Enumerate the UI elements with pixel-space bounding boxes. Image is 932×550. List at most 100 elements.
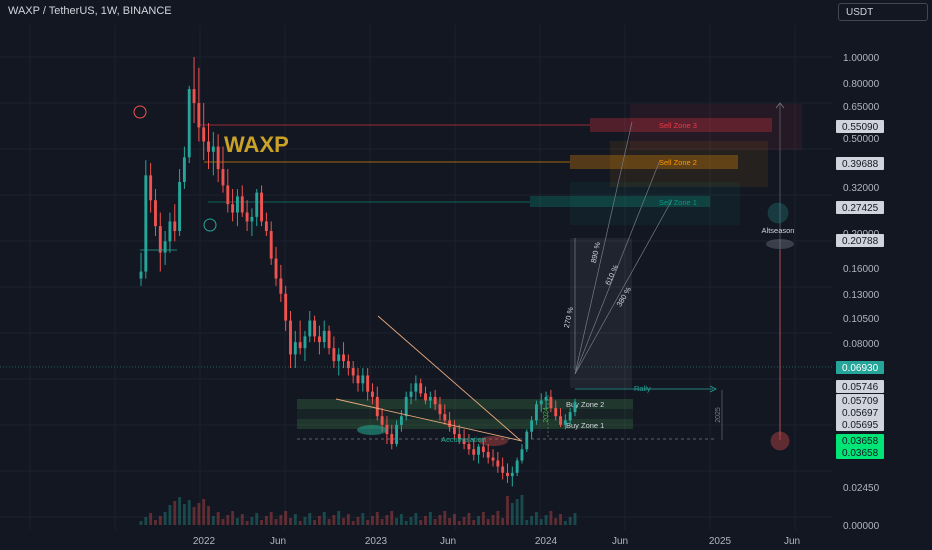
- volume-bar: [563, 521, 567, 525]
- buy-zone-2-box: [297, 399, 633, 409]
- candle-body: [139, 271, 143, 279]
- candle-body: [448, 420, 452, 428]
- price-tick-label: 0.13000: [843, 290, 880, 301]
- candle-body: [168, 221, 172, 242]
- bottom-circle-marker: [203, 218, 217, 232]
- marker-2024-label: 2024: [543, 407, 550, 423]
- volume-bar: [573, 513, 577, 525]
- candle-body: [216, 146, 220, 170]
- rally-label: Rally: [634, 384, 651, 393]
- candle-body: [424, 393, 427, 401]
- price-axis-bg: [832, 25, 932, 550]
- volume-bar: [510, 503, 514, 525]
- volume-bar: [221, 519, 225, 525]
- volume-bar: [332, 515, 336, 525]
- volume-bar: [462, 517, 466, 525]
- candle-body: [559, 416, 562, 425]
- candle-body: [308, 320, 312, 337]
- time-tick-label: Jun: [440, 536, 456, 547]
- candle-body: [554, 408, 558, 417]
- price-label-value: 0.39688: [842, 159, 879, 170]
- candle-body: [154, 200, 157, 227]
- volume-bar: [448, 518, 452, 525]
- time-tick-label: 2022: [193, 536, 216, 547]
- candle-body: [231, 204, 235, 213]
- volume-bar: [182, 504, 186, 525]
- volume-bar: [274, 519, 278, 525]
- volume-bar: [178, 497, 182, 525]
- volume-bar: [260, 520, 264, 525]
- candle-body: [414, 383, 418, 392]
- price-label-value: 0.06930: [842, 363, 879, 374]
- candle-body: [399, 416, 403, 425]
- target-pct-890-label: 890 %: [589, 241, 602, 264]
- candle-body: [433, 396, 437, 405]
- volume-bar: [240, 514, 244, 525]
- candle-body: [313, 320, 317, 337]
- volume-bar: [187, 500, 191, 525]
- accumulation-marker: [478, 436, 508, 446]
- volume-bar: [361, 513, 365, 525]
- candle-body: [327, 330, 331, 349]
- candle-body: [525, 431, 529, 450]
- volume-bar: [269, 512, 273, 525]
- volume-bar: [409, 517, 413, 525]
- price-label-badge: [836, 361, 884, 374]
- candle-body: [298, 342, 302, 349]
- time-tick-label: 2023: [365, 536, 388, 547]
- symbol-title[interactable]: WAXP / TetherUS, 1W, BINANCE: [8, 5, 172, 17]
- volume-bar: [390, 511, 394, 525]
- candle-body: [404, 396, 408, 417]
- candle-body: [530, 420, 534, 432]
- price-label-badge: [836, 418, 884, 431]
- candle-body: [269, 231, 273, 259]
- candle-body: [462, 438, 466, 444]
- candle-body: [317, 336, 321, 343]
- volume-bar: [356, 517, 360, 525]
- volume-bar: [554, 518, 558, 525]
- volume-bar: [250, 517, 254, 525]
- volume-bar: [496, 511, 500, 525]
- candle-body: [250, 216, 254, 222]
- candle-body: [149, 175, 153, 201]
- target-pct-270-label: 270 %: [562, 306, 575, 329]
- candle-body: [472, 449, 476, 455]
- volume-bar: [279, 515, 283, 525]
- volume-bar: [520, 495, 524, 525]
- currency-selector[interactable]: USDT: [838, 3, 928, 21]
- price-label-badge: [836, 434, 884, 447]
- candle-body: [245, 212, 249, 222]
- rally-arrowhead: [709, 385, 717, 393]
- candle-body: [428, 396, 432, 401]
- volume-bar: [168, 505, 172, 525]
- candle-body: [293, 342, 297, 355]
- volume-bar: [308, 513, 312, 525]
- candle-body: [452, 427, 456, 435]
- volume-bar: [428, 512, 432, 525]
- volume-bar: [530, 516, 534, 525]
- volume-bar: [414, 513, 418, 525]
- volume-bar: [154, 520, 157, 525]
- candle-body: [539, 400, 543, 405]
- volume-bar: [346, 514, 350, 525]
- price-label-badge: [836, 380, 884, 393]
- volume-bar: [317, 516, 321, 525]
- volume-bar: [559, 514, 562, 525]
- candle-body: [510, 472, 514, 477]
- volume-bar: [163, 512, 167, 525]
- candle-body: [337, 354, 341, 362]
- candle-body: [197, 103, 201, 128]
- candle-body: [144, 175, 148, 272]
- volume-bar: [289, 518, 292, 525]
- wedge-upper-line: [377, 315, 521, 441]
- volume-bar: [452, 514, 456, 525]
- volume-bar: [211, 516, 215, 525]
- volume-bar: [337, 511, 341, 525]
- volume-bar: [255, 513, 259, 525]
- volume-bar: [303, 517, 307, 525]
- volume-bar: [226, 515, 230, 525]
- price-label-value: 0.55090: [842, 122, 879, 133]
- price-label-value: 0.20788: [842, 236, 879, 247]
- candle-body: [409, 391, 413, 397]
